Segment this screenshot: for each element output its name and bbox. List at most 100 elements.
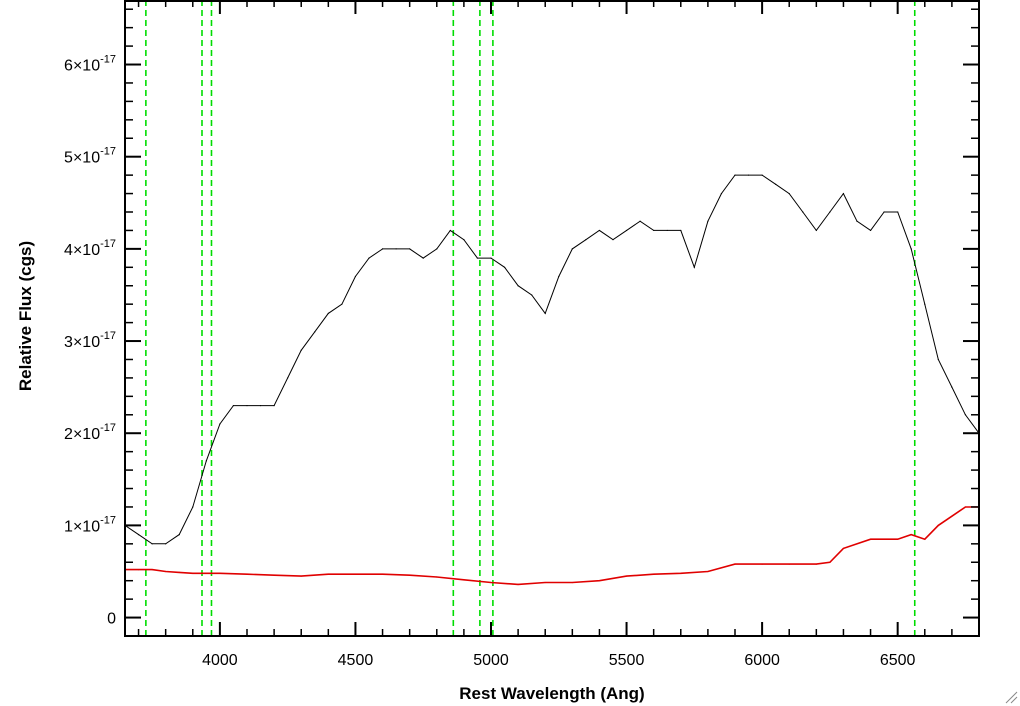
data-point-spectrum [395,248,397,250]
data-point-spectrum [910,248,912,250]
data-point-spectrum [422,257,424,259]
x-tick-label: 5000 [473,652,509,669]
data-point-spectrum [165,543,167,545]
data-point-error [680,572,682,574]
y-tick-label: 1×10-17 [64,514,116,535]
x-tick-label: 5500 [609,652,645,669]
data-point-spectrum [707,220,709,222]
x-axis: 4000 4500 5000 5500 6000 6500 [137,0,980,669]
data-point-spectrum [639,220,641,222]
data-point-spectrum [368,257,370,259]
data-point-spectrum [341,303,343,305]
data-point-spectrum [625,229,628,232]
y-tick-label: 3×10-17 [64,330,116,351]
reference-lines [145,0,916,636]
data-point-error [463,579,465,581]
data-point-spectrum [314,331,316,333]
data-point-error [788,563,790,565]
data-point-spectrum [666,229,668,232]
data-point-spectrum [585,239,587,241]
resize-grip-icon[interactable] [1004,690,1018,704]
y-tick-label: 6×10-17 [64,54,116,75]
series-line-spectrum [124,174,980,545]
data-point-error [436,576,438,578]
data-point-spectrum [571,248,573,250]
data-point-spectrum [869,229,872,232]
x-tick-label: 6000 [744,652,780,669]
data-point-spectrum [490,257,492,259]
data-point-error [951,515,953,517]
data-point-spectrum [788,192,790,195]
data-point-spectrum [205,460,207,462]
data-point-spectrum [381,248,384,250]
data-point-error [178,571,180,574]
data-point-spectrum [883,211,885,213]
series-layer [124,174,980,586]
data-point-error [544,581,546,584]
data-point-error [869,538,872,540]
data-point-spectrum [761,174,763,176]
data-point-spectrum [327,312,329,314]
data-point-spectrum [937,358,939,361]
data-point-spectrum [449,229,451,232]
data-point-spectrum [544,312,546,314]
data-point-error [598,580,601,582]
data-point-spectrum [964,414,967,416]
data-point-error [829,561,831,563]
data-point-spectrum [829,211,831,213]
series-line-error [125,506,979,586]
data-point-spectrum [259,404,262,407]
data-point-spectrum [924,303,926,305]
data-point-spectrum [192,506,194,508]
data-point-error [897,538,899,540]
data-point-spectrum [802,211,804,213]
data-point-spectrum [842,192,845,195]
data-point-spectrum [517,285,519,287]
data-point-error [924,538,926,540]
data-point-spectrum [897,211,899,213]
data-point-spectrum [503,266,506,268]
data-point-spectrum [680,229,682,232]
data-point-spectrum [558,275,560,278]
data-point-error [910,534,912,536]
data-point-spectrum [151,543,153,545]
data-point-spectrum [747,174,750,176]
data-point-error [707,570,709,573]
plot-frame [124,0,980,637]
data-point-spectrum [300,349,302,351]
data-point-spectrum [775,183,777,185]
data-point-spectrum [436,248,438,250]
x-axis-label: Rest Wavelength (Ang) [459,684,644,703]
data-point-spectrum [720,192,723,195]
data-point-error [327,573,329,575]
data-point-error [517,583,519,585]
data-point-error [409,574,411,576]
data-point-error [165,570,167,573]
data-point-error [571,581,573,584]
data-point-spectrum [531,294,533,296]
data-point-spectrum [354,275,357,278]
data-point-spectrum [815,229,817,232]
data-point-spectrum [287,377,289,379]
data-point-spectrum [612,239,614,241]
data-point-spectrum [246,404,248,407]
x-tick-label: 6500 [880,652,916,669]
data-point-spectrum [232,404,235,407]
data-point-error [381,573,384,575]
data-point-error [761,563,763,565]
y-tick-label: 4×10-17 [64,238,116,259]
x-tick-label: 4000 [202,652,238,669]
data-point-spectrum [734,174,736,176]
data-point-error [137,569,140,571]
y-axis: 0 1×10-17 2×10-17 3×10-17 4×10-17 5×10-17 6×10… [64,8,979,628]
y-tick-label: 5×10-17 [64,146,116,167]
data-point-error [192,572,194,574]
data-point-error [219,572,221,574]
data-point-error [734,563,736,565]
data-point-spectrum [409,248,411,250]
data-point-error [151,569,153,571]
data-point-error [246,573,248,575]
data-point-spectrum [476,257,479,259]
data-point-spectrum [463,239,465,241]
